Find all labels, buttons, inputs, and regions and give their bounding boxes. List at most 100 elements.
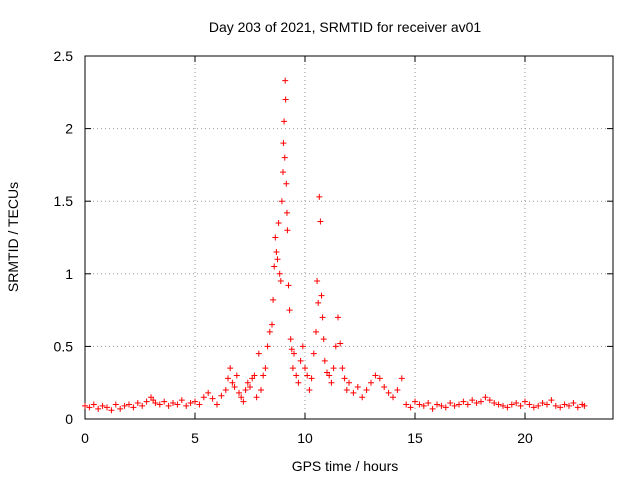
data-point xyxy=(297,357,304,364)
data-point xyxy=(368,379,374,386)
data-point xyxy=(170,400,176,407)
grid xyxy=(85,56,613,419)
data-point xyxy=(262,365,269,372)
data-point xyxy=(253,394,260,401)
data-point xyxy=(500,402,506,409)
data-point xyxy=(242,386,249,393)
data-point xyxy=(293,372,300,379)
data-points xyxy=(82,77,588,414)
data-point xyxy=(420,402,427,409)
x-tick-label: 20 xyxy=(517,430,533,446)
data-point xyxy=(574,404,581,411)
data-point xyxy=(209,395,216,402)
data-point xyxy=(412,398,418,405)
data-point xyxy=(280,140,287,147)
data-point xyxy=(390,394,396,401)
data-point xyxy=(272,234,279,241)
data-point xyxy=(425,400,432,407)
data-point xyxy=(403,401,410,408)
y-tick-label: 1 xyxy=(65,266,73,282)
data-point xyxy=(299,343,306,350)
data-point xyxy=(288,346,295,353)
data-point xyxy=(319,314,326,321)
data-point xyxy=(359,394,366,401)
y-tick-label: 2.5 xyxy=(54,48,74,64)
data-point xyxy=(318,292,325,299)
axis-ticks: 0 5 10 15 20 0 0.5 1 1.5 2 2.5 xyxy=(54,48,613,446)
x-tick-label: 15 xyxy=(407,430,423,446)
data-point xyxy=(570,400,577,407)
data-point xyxy=(282,77,289,84)
data-point xyxy=(222,386,229,393)
data-point xyxy=(320,336,327,343)
data-point xyxy=(271,263,278,270)
data-point xyxy=(442,404,449,411)
data-point xyxy=(526,401,533,408)
data-point xyxy=(416,401,423,408)
data-point xyxy=(165,402,172,409)
data-point xyxy=(513,400,520,407)
data-point xyxy=(317,218,324,225)
data-point xyxy=(394,386,401,393)
data-point xyxy=(315,299,322,306)
data-point xyxy=(552,402,559,409)
y-tick-label: 0 xyxy=(65,411,73,427)
data-point xyxy=(196,401,203,408)
data-point xyxy=(385,389,392,396)
data-point xyxy=(316,193,323,200)
data-point xyxy=(566,402,572,409)
data-point xyxy=(304,372,311,379)
data-point xyxy=(277,278,284,285)
data-point xyxy=(192,398,198,405)
data-point xyxy=(270,296,277,303)
data-point xyxy=(482,394,489,401)
data-point xyxy=(143,398,150,405)
data-point xyxy=(108,407,115,414)
data-point xyxy=(438,402,445,409)
x-axis-label: GPS time / hours xyxy=(292,458,399,474)
data-point xyxy=(117,405,124,412)
data-point xyxy=(285,282,292,289)
data-point xyxy=(302,365,308,372)
data-point xyxy=(508,401,515,408)
data-point xyxy=(460,398,467,405)
x-tick-label: 10 xyxy=(297,430,313,446)
data-point xyxy=(535,402,542,409)
data-point xyxy=(200,394,207,401)
data-point xyxy=(95,405,102,412)
data-point xyxy=(183,402,190,409)
data-point xyxy=(308,375,315,382)
data-point xyxy=(233,372,240,379)
data-point xyxy=(287,336,294,343)
data-point xyxy=(363,386,370,393)
data-point xyxy=(244,379,251,386)
data-point xyxy=(269,321,275,328)
data-point xyxy=(407,404,414,411)
data-point xyxy=(286,307,293,314)
data-point xyxy=(376,375,383,382)
x-tick-label: 5 xyxy=(191,430,199,446)
data-point xyxy=(326,372,333,379)
data-point xyxy=(478,398,484,405)
data-point xyxy=(354,384,361,391)
data-point xyxy=(227,365,234,372)
data-point xyxy=(86,404,93,411)
data-point xyxy=(548,397,555,404)
data-point xyxy=(343,386,350,393)
data-point xyxy=(99,402,106,409)
data-point xyxy=(321,357,328,364)
data-point xyxy=(174,401,181,408)
data-point xyxy=(282,96,289,103)
data-point xyxy=(381,384,388,391)
data-point xyxy=(266,328,273,335)
data-point xyxy=(581,402,588,409)
data-point xyxy=(434,401,440,408)
data-point xyxy=(346,379,352,386)
data-point xyxy=(280,169,286,176)
data-point xyxy=(429,405,436,412)
data-point xyxy=(314,278,321,285)
data-point xyxy=(255,350,262,357)
plot-frame xyxy=(84,55,614,420)
y-tick-label: 2 xyxy=(65,121,73,137)
data-point xyxy=(156,401,163,408)
